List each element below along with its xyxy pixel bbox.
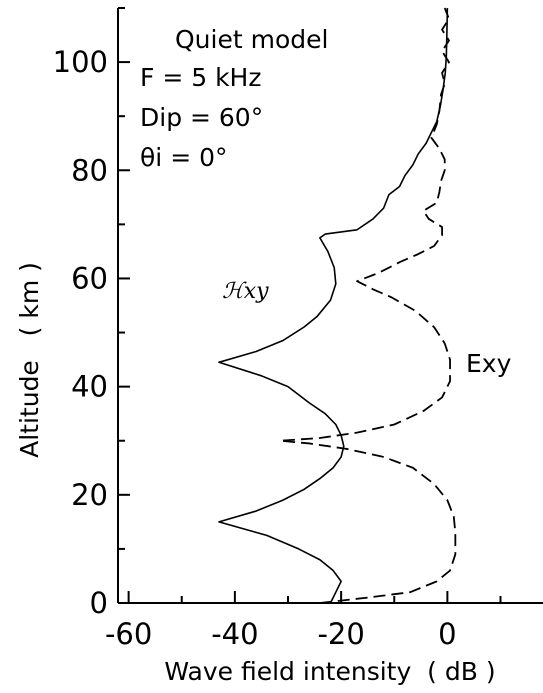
annotation-dip: Dip = 60°: [140, 103, 263, 132]
annotation-incidence: θi = 0°: [140, 143, 228, 172]
y-tick-label: 0: [90, 586, 108, 620]
x-tick-label: -40: [211, 617, 258, 651]
tick-marks: [118, 7, 502, 604]
data-series: [218, 7, 457, 604]
y-tick-label: 40: [71, 370, 108, 404]
x-axis-title: Wave field intensity ( dB ): [164, 657, 495, 686]
y-tick-label: 100: [53, 45, 108, 79]
x-tick-label: -20: [317, 617, 364, 651]
tick-labels: -60 -40 -20 0 0 20 40 60 80 100: [53, 45, 457, 651]
y-tick-label: 80: [71, 153, 108, 187]
y-tick-label: 20: [71, 478, 108, 512]
model-annotations: Quiet model F = 5 kHz Dip = 60° θi = 0°: [140, 25, 328, 172]
plot-axes: [117, 8, 543, 604]
y-axis-title: Altitude ( km ): [15, 262, 44, 458]
series-label-exy: Exy: [466, 349, 512, 378]
series-label-hxy: ℋxy: [222, 279, 269, 304]
annotation-model: Quiet model: [175, 25, 328, 54]
x-tick-label: -60: [105, 617, 152, 651]
series-line-hxy: [218, 7, 449, 604]
annotation-frequency: F = 5 kHz: [140, 63, 261, 92]
y-tick-label: 60: [71, 261, 108, 295]
x-tick-label: 0: [438, 617, 456, 651]
series-line-exy: [279, 7, 457, 604]
